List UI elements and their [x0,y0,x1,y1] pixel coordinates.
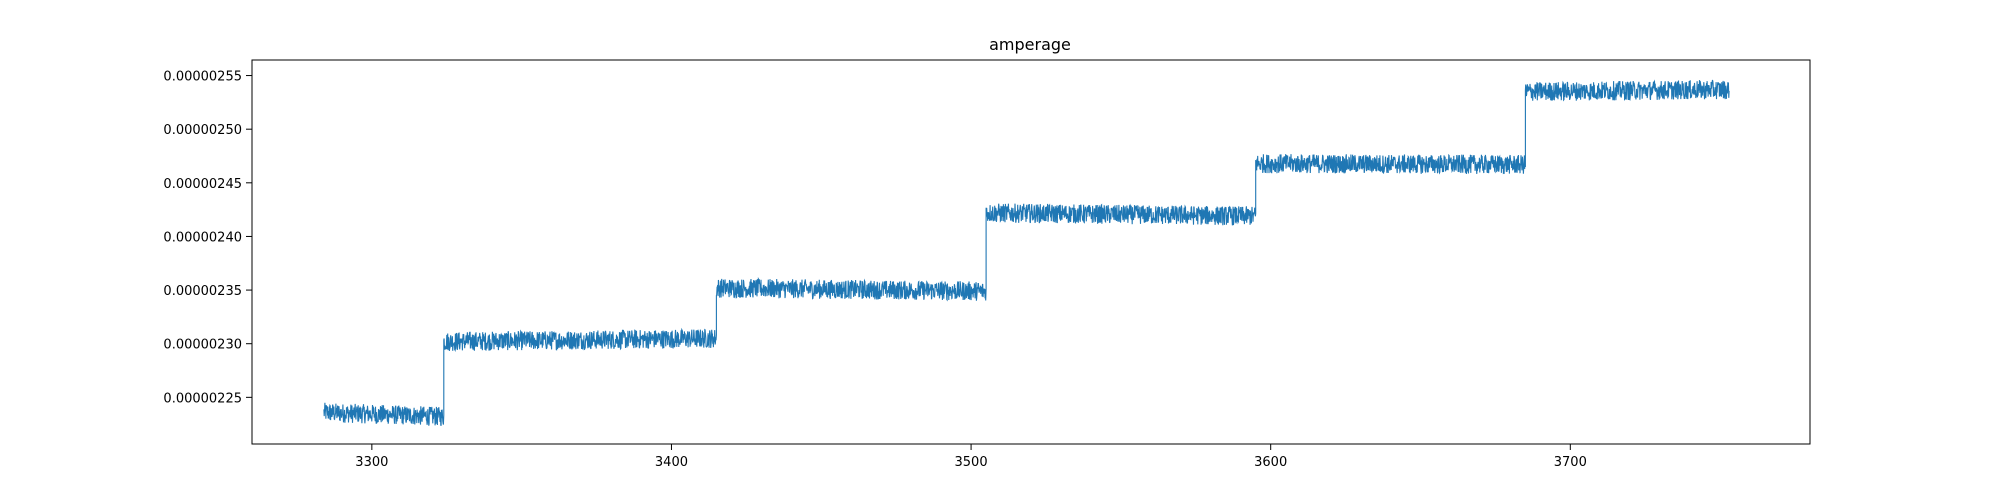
y-tick-label: 0.00000245 [163,177,242,192]
y-tick-label: 0.00000230 [163,338,242,353]
x-tick-label: 3700 [1554,455,1587,470]
chart-title: amperage [989,35,1071,54]
series-line [323,79,1730,426]
y-tick-label: 0.00000235 [163,284,242,299]
x-tick-label: 3400 [655,455,688,470]
y-tick-label: 0.00000240 [163,230,242,245]
y-tick-label: 0.00000250 [163,123,242,138]
plot-area [323,79,1730,426]
x-tick-label: 3300 [355,455,388,470]
x-axis: 3300 3400 3500 3600 3700 [355,444,1587,470]
plot-frame [251,59,1811,445]
x-tick-label: 3600 [1254,455,1287,470]
y-tick-label: 0.00000255 [163,70,242,85]
x-tick-label: 3500 [955,455,988,470]
y-axis: 0.00000225 0.00000230 0.00000235 0.00000240… [163,70,252,406]
y-tick-label: 0.00000225 [163,391,242,406]
